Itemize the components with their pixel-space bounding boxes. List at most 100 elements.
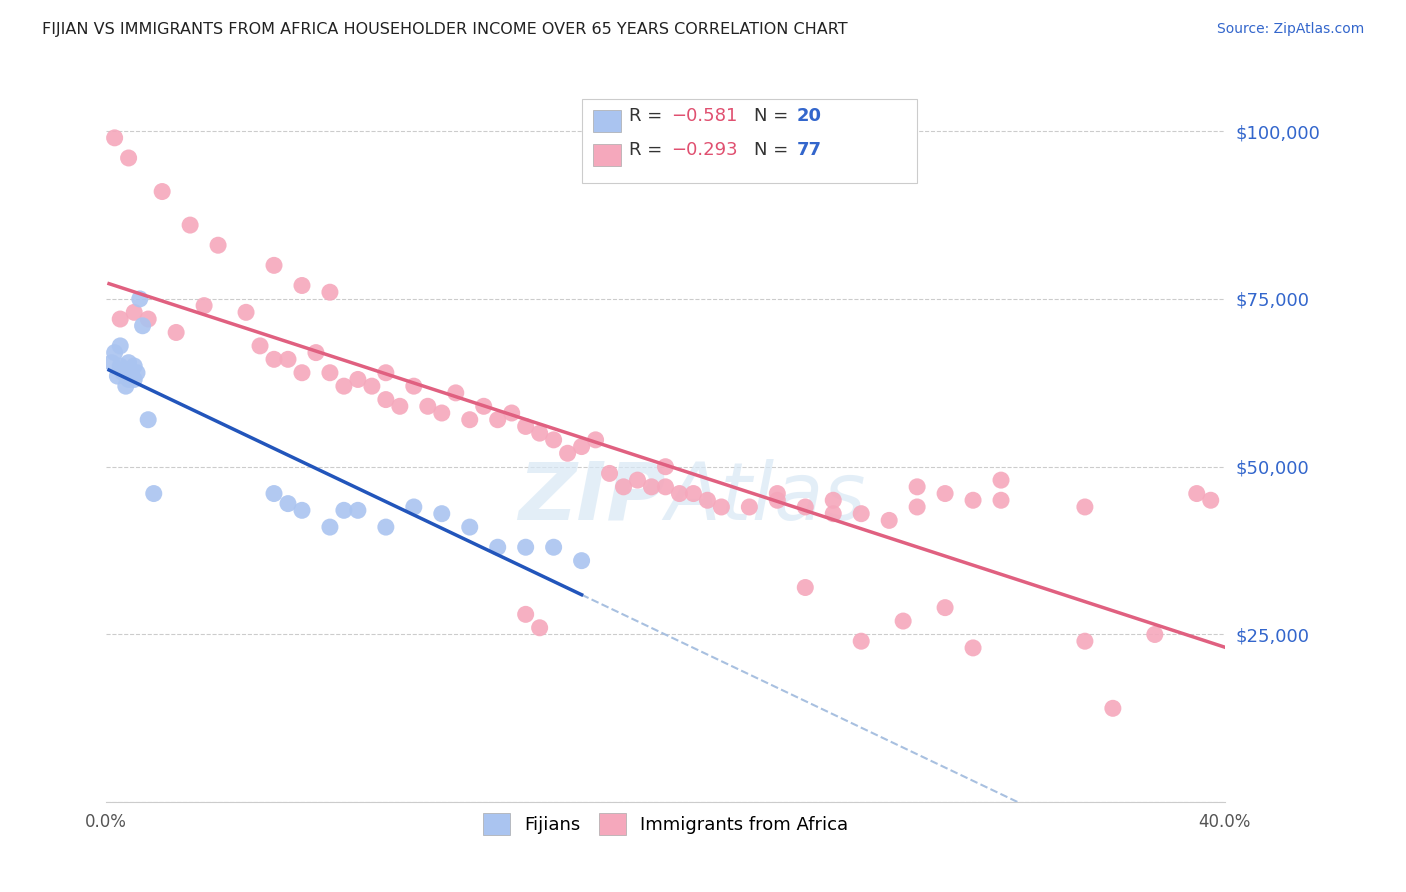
Text: N =: N = [754, 141, 794, 159]
Point [110, 312, 132, 326]
Point [515, 540, 537, 554]
Point [501, 406, 523, 420]
Point [263, 352, 285, 367]
Point [891, 614, 914, 628]
Point [319, 285, 342, 300]
Point [571, 440, 593, 454]
Point [150, 185, 173, 199]
Point [612, 480, 634, 494]
Point [291, 503, 314, 517]
Point [104, 345, 127, 359]
Legend: Fijians, Immigrants from Africa: Fijians, Immigrants from Africa [474, 804, 858, 844]
Point [122, 372, 145, 386]
Point [136, 413, 159, 427]
Point [360, 379, 382, 393]
Point [851, 507, 873, 521]
Point [179, 218, 201, 232]
Point [110, 359, 132, 373]
Point [430, 507, 453, 521]
Point [529, 426, 551, 441]
Point [128, 292, 150, 306]
Point [125, 366, 148, 380]
FancyBboxPatch shape [582, 99, 917, 183]
Point [402, 500, 425, 514]
Point [114, 362, 136, 376]
Point [571, 554, 593, 568]
Point [626, 473, 648, 487]
Point [101, 356, 124, 370]
Point [117, 356, 139, 370]
Point [1102, 701, 1125, 715]
Point [430, 406, 453, 420]
Point [142, 486, 165, 500]
Point [458, 520, 481, 534]
Point [107, 369, 129, 384]
Point [682, 486, 704, 500]
Point [472, 399, 495, 413]
Point [766, 493, 789, 508]
Point [319, 520, 342, 534]
Point [877, 513, 900, 527]
Point [249, 339, 271, 353]
Point [1074, 634, 1097, 648]
Point [193, 299, 215, 313]
Point [207, 238, 229, 252]
Point [117, 151, 139, 165]
Point [347, 503, 370, 517]
Text: FIJIAN VS IMMIGRANTS FROM AFRICA HOUSEHOLDER INCOME OVER 65 YEARS CORRELATION CH: FIJIAN VS IMMIGRANTS FROM AFRICA HOUSEHO… [42, 22, 848, 37]
Point [122, 305, 145, 319]
Point [738, 500, 761, 514]
Point [117, 372, 139, 386]
Point [823, 507, 845, 521]
Point [444, 385, 467, 400]
Point [110, 339, 132, 353]
Point [333, 503, 356, 517]
Point [1074, 500, 1097, 514]
Point [529, 621, 551, 635]
Point [374, 392, 396, 407]
Point [291, 366, 314, 380]
Point [766, 486, 789, 500]
Point [263, 486, 285, 500]
Point [458, 413, 481, 427]
Point [543, 433, 565, 447]
Point [1143, 627, 1166, 641]
Point [905, 500, 928, 514]
Point [111, 366, 134, 380]
Point [851, 634, 873, 648]
Point [1199, 493, 1222, 508]
Point [277, 497, 299, 511]
Point [165, 326, 187, 340]
Point [131, 318, 153, 333]
Point [235, 305, 257, 319]
Text: −0.581: −0.581 [671, 107, 737, 125]
Point [416, 399, 439, 413]
Point [990, 473, 1012, 487]
FancyBboxPatch shape [593, 145, 620, 166]
Point [319, 366, 342, 380]
Text: 77: 77 [796, 141, 821, 159]
Point [114, 379, 136, 393]
Point [696, 493, 718, 508]
Point [654, 459, 676, 474]
Text: Source: ZipAtlas.com: Source: ZipAtlas.com [1216, 22, 1364, 37]
Point [823, 493, 845, 508]
Point [515, 419, 537, 434]
Point [934, 486, 956, 500]
Point [402, 379, 425, 393]
Point [291, 278, 314, 293]
Point [122, 359, 145, 373]
Point [347, 372, 370, 386]
Point [374, 520, 396, 534]
Point [515, 607, 537, 622]
Point [905, 480, 928, 494]
Point [486, 413, 509, 427]
Text: R =: R = [628, 107, 668, 125]
Point [388, 399, 411, 413]
Point [1185, 486, 1208, 500]
Point [654, 480, 676, 494]
Point [585, 433, 607, 447]
Point [543, 540, 565, 554]
Text: 20: 20 [796, 107, 821, 125]
Point [374, 366, 396, 380]
